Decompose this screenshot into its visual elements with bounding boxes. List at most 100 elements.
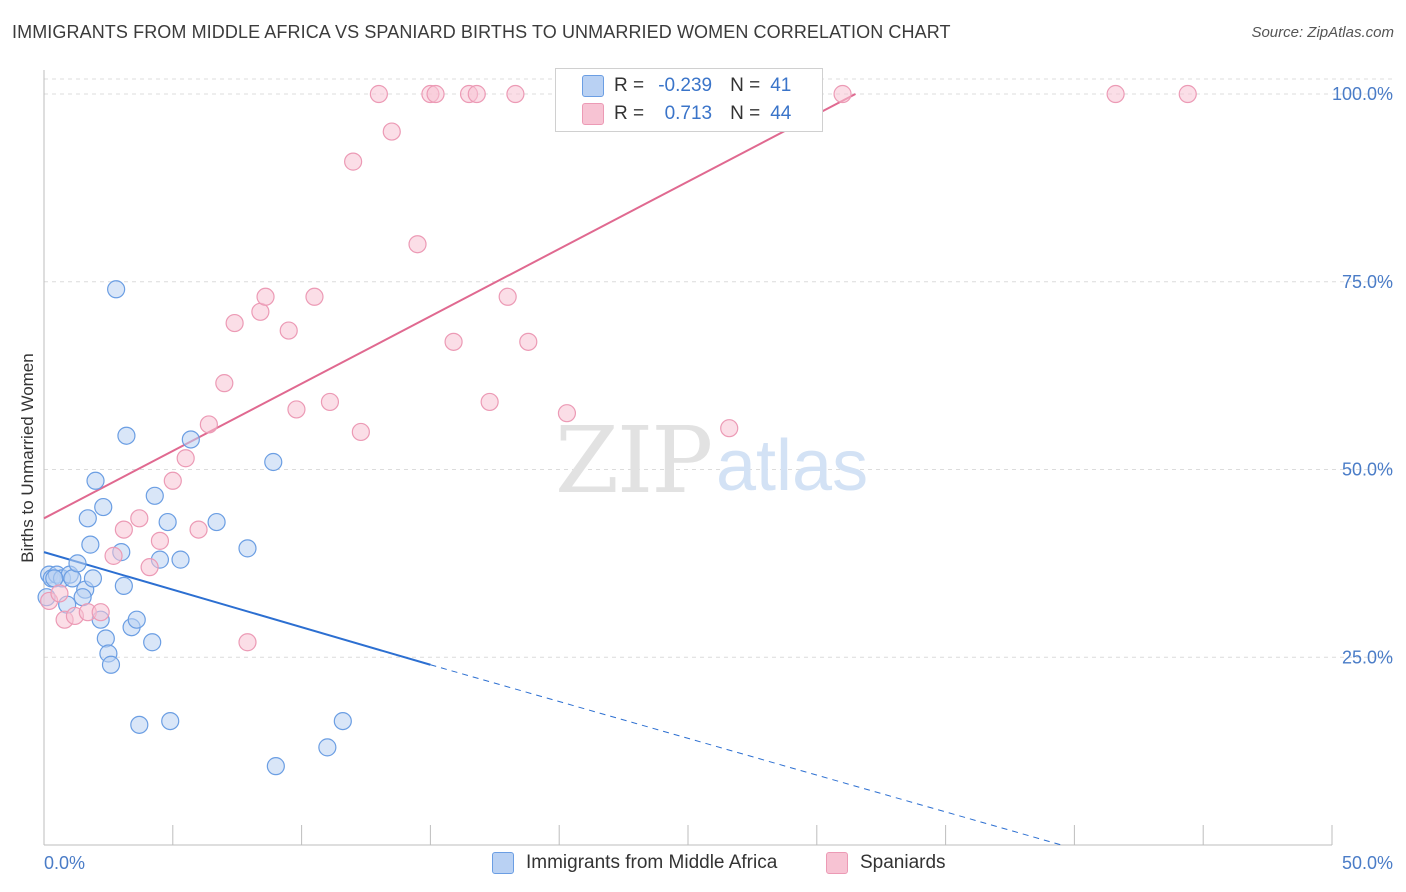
- point-middle-africa: [130, 715, 149, 734]
- point-spaniards: [426, 84, 445, 104]
- point-spaniards: [287, 400, 306, 419]
- point-middle-africa: [45, 569, 64, 588]
- point-spaniards: [369, 84, 388, 104]
- point-middle-africa: [158, 512, 177, 532]
- point-spaniards: [1106, 84, 1125, 104]
- point-spaniards: [833, 84, 852, 104]
- legend-n-label: N =: [730, 75, 761, 96]
- y-tick-label: 25.0%: [1342, 647, 1393, 667]
- series-legend: Immigrants from Middle Africa Spaniards: [0, 852, 1406, 878]
- point-middle-africa: [145, 486, 164, 505]
- series-label-spaniards: Spaniards: [860, 852, 946, 873]
- point-middle-africa: [161, 711, 180, 731]
- point-spaniards: [114, 520, 133, 539]
- point-middle-africa: [68, 554, 87, 573]
- point-middle-africa: [127, 610, 146, 629]
- point-middle-africa: [73, 588, 92, 607]
- point-middle-africa: [94, 497, 113, 517]
- series-legend-item-middle-africa: Immigrants from Middle Africa: [492, 852, 777, 874]
- y-axis-label: Births to Unmarried Women: [18, 353, 37, 562]
- point-spaniards: [176, 449, 195, 468]
- watermark: ZIP atlas: [555, 407, 868, 514]
- legend-n-value: 44: [770, 103, 792, 124]
- x-tick-label: 0.0%: [44, 853, 85, 873]
- axes: [43, 70, 1333, 846]
- legend-r-value: 0.713: [664, 103, 713, 124]
- point-middle-africa: [114, 576, 133, 596]
- point-middle-africa: [238, 539, 257, 558]
- point-middle-africa: [86, 471, 105, 490]
- point-spaniards: [1178, 84, 1197, 104]
- point-middle-africa: [117, 426, 136, 445]
- series-legend-item-spaniards: Spaniards: [826, 852, 946, 874]
- point-middle-africa: [333, 711, 352, 731]
- series-label-middle-africa: Immigrants from Middle Africa: [526, 852, 778, 873]
- point-spaniards: [150, 531, 170, 550]
- point-spaniards: [215, 374, 234, 393]
- point-spaniards: [382, 122, 401, 141]
- watermark-atlas: atlas: [716, 426, 868, 506]
- point-spaniards: [408, 235, 427, 254]
- point-spaniards: [104, 546, 123, 565]
- legend-n-label: N =: [730, 103, 761, 124]
- point-spaniards: [444, 332, 463, 351]
- point-middle-africa: [101, 655, 121, 674]
- chart-title: IMMIGRANTS FROM MIDDLE AFRICA VS SPANIAR…: [12, 22, 951, 42]
- data-points: [37, 84, 1197, 776]
- point-middle-africa: [207, 512, 226, 532]
- point-spaniards: [720, 419, 739, 438]
- point-middle-africa: [83, 569, 103, 588]
- chart-source: Source: ZipAtlas.com: [1251, 24, 1394, 41]
- point-spaniards: [519, 332, 538, 351]
- point-spaniards: [163, 471, 182, 490]
- correlation-legend: R = -0.239 N = 41 R = 0.713 N = 44: [555, 68, 823, 132]
- point-spaniards: [256, 287, 275, 306]
- point-spaniards: [351, 422, 370, 442]
- trendline-middle-africa: [43, 551, 431, 666]
- point-spaniards: [498, 287, 517, 306]
- y-tick-label: 75.0%: [1342, 272, 1393, 292]
- point-middle-africa: [181, 430, 200, 449]
- point-middle-africa: [171, 550, 190, 569]
- point-spaniards: [225, 313, 244, 333]
- point-middle-africa: [318, 738, 337, 757]
- y-tick-label: 100.0%: [1332, 84, 1393, 104]
- point-spaniards: [189, 520, 208, 539]
- trend-lines: [43, 93, 1062, 846]
- watermark-zip: ZIP: [555, 407, 711, 514]
- point-middle-africa: [107, 280, 126, 299]
- point-middle-africa: [78, 509, 97, 528]
- point-spaniards: [557, 404, 577, 423]
- tick-labels: 25.0% 50.0% 75.0% 100.0% 0.0% 50.0%: [44, 84, 1393, 873]
- point-spaniards: [251, 302, 270, 321]
- point-spaniards: [305, 287, 324, 306]
- point-middle-africa: [143, 633, 162, 652]
- point-spaniards: [467, 84, 486, 104]
- y-tick-label: 50.0%: [1342, 460, 1393, 480]
- point-spaniards: [480, 392, 499, 412]
- series-swatch-pink: [826, 852, 848, 874]
- x-tick-label: 50.0%: [1342, 853, 1393, 873]
- point-spaniards: [199, 415, 218, 434]
- point-spaniards: [344, 152, 363, 171]
- legend-n-value: 41: [770, 75, 792, 96]
- legend-r-label: R =: [614, 75, 645, 96]
- legend-r-label: R =: [614, 103, 645, 124]
- point-middle-africa: [96, 629, 115, 648]
- trendline-spaniards: [43, 93, 856, 520]
- point-spaniards: [279, 321, 298, 340]
- legend-swatch-pink: [582, 103, 604, 125]
- legend-row-spaniards: R = 0.713 N = 44: [582, 101, 791, 127]
- legend-r-value: -0.239: [658, 75, 713, 96]
- point-middle-africa: [264, 452, 283, 472]
- point-middle-africa: [266, 757, 285, 776]
- point-spaniards: [320, 392, 340, 412]
- point-spaniards: [140, 558, 159, 577]
- point-spaniards: [506, 84, 525, 104]
- point-middle-africa: [81, 535, 100, 554]
- series-swatch-blue: [492, 852, 514, 874]
- legend-row-middle-africa: R = -0.239 N = 41: [582, 73, 791, 99]
- point-spaniards: [50, 584, 69, 603]
- point-spaniards: [91, 603, 110, 622]
